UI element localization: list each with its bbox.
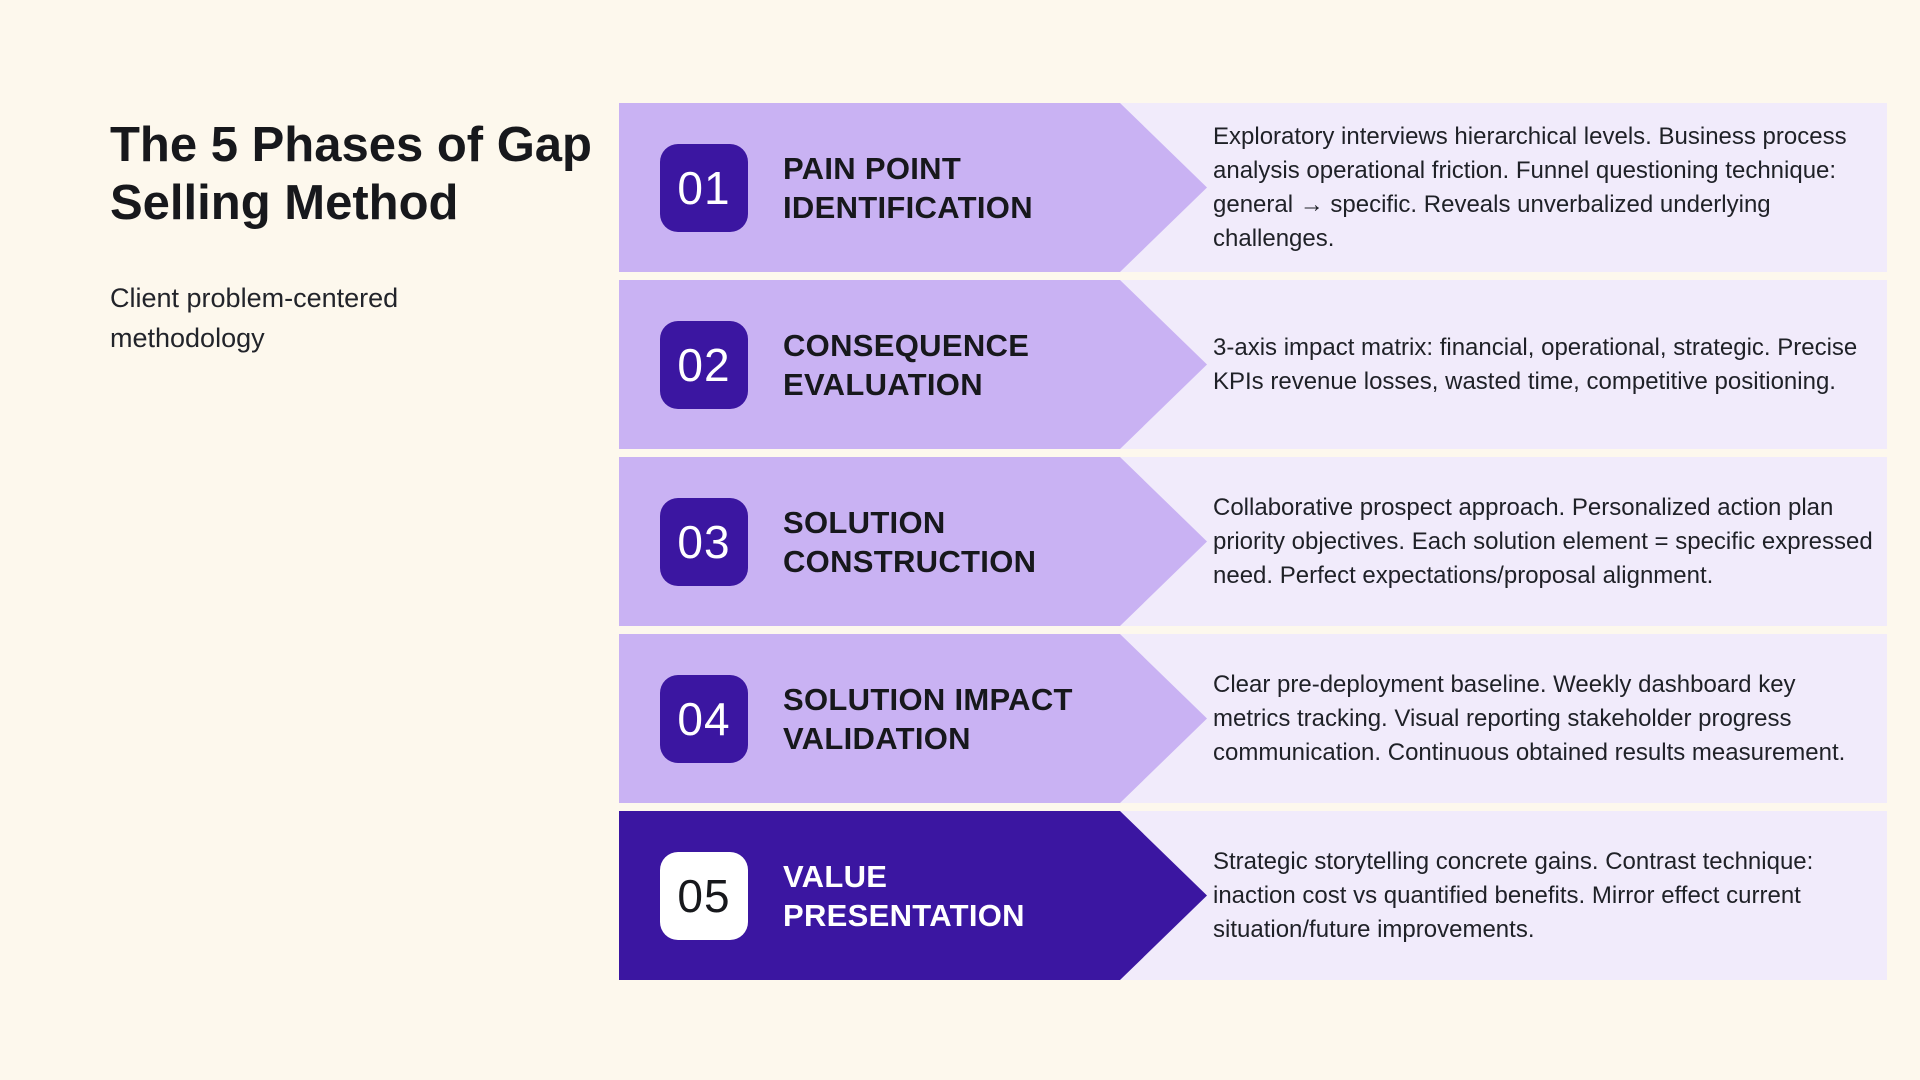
phase-number-badge: 03 (660, 497, 748, 586)
phase-description: Collaborative prospect approach. Persona… (1213, 493, 1873, 589)
phase-row-2: 02 CONSEQUENCE EVALUATION 3-axis impact … (619, 280, 1887, 449)
phase-description-panel (1120, 457, 1887, 626)
phase-list: 01 PAIN POINT IDENTIFICATION Exploratory… (619, 103, 1887, 980)
phase-title: SOLUTION IMPACT VALIDATION (783, 681, 1073, 756)
phase-row-1: 01 PAIN POINT IDENTIFICATION Exploratory… (619, 103, 1887, 272)
phase-description-panel (1120, 103, 1887, 272)
phase-row-4: 04 SOLUTION IMPACT VALIDATION Clear pre-… (619, 634, 1887, 803)
phase-title: SOLUTION CONSTRUCTION (783, 504, 1037, 579)
phase-number-badge: 02 (660, 320, 748, 409)
phase-number-badge: 01 (660, 143, 748, 232)
phase-description: Strategic storytelling concrete gains. C… (1213, 847, 1814, 943)
phase-title: VALUE PRESENTATION (783, 858, 1025, 933)
phase-description: Exploratory interviews hierarchical leve… (1213, 122, 1847, 252)
intro-panel: The 5 Phases of Gap Selling Method Clien… (110, 116, 615, 358)
phase-description-panel (1120, 811, 1887, 980)
phase-number-badge: 04 (660, 674, 748, 763)
phase-title: CONSEQUENCE EVALUATION (783, 327, 1030, 402)
phase-description-panel (1120, 280, 1887, 449)
phase-row-5: 05 VALUE PRESENTATION Strategic storytel… (619, 811, 1887, 980)
phase-title: PAIN POINT IDENTIFICATION (783, 150, 1033, 225)
phase-description: 3-axis impact matrix: financial, operati… (1213, 333, 1858, 395)
phase-description: Clear pre-deployment baseline. Weekly da… (1213, 670, 1846, 766)
phase-row-3: 03 SOLUTION CONSTRUCTION Collaborative p… (619, 457, 1887, 626)
phase-number-badge: 05 (660, 851, 748, 940)
page-title: The 5 Phases of Gap Selling Method (110, 118, 592, 230)
page-subtitle: Client problem-centered methodology (110, 283, 399, 353)
phase-description-panel (1120, 634, 1887, 803)
